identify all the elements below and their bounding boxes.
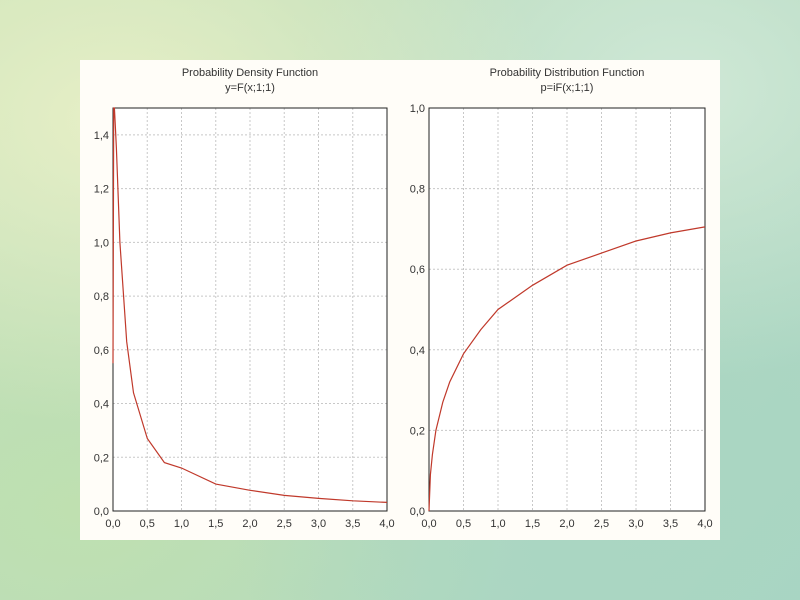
cdf-chart-subtitle: p=iF(x;1;1) [541, 82, 594, 94]
pdf-y-tick-label: 1,2 [94, 184, 109, 196]
cdf-y-tick-label: 0,0 [410, 506, 425, 518]
pdf-x-tick-label: 3,5 [345, 518, 360, 530]
charts-svg: Probability Density Function y=F(x;1;1) … [94, 67, 713, 530]
cdf-x-tick-label: 0,5 [456, 518, 471, 530]
pdf-y-tick-label: 0,8 [94, 291, 109, 303]
pdf-x-tick-label: 3,0 [311, 518, 326, 530]
pdf-x-tick-label: 0,0 [105, 518, 120, 530]
cdf-x-tick-label: 1,0 [490, 518, 505, 530]
cdf-y-tick-label: 0,4 [410, 345, 425, 357]
cdf-y-tick-label: 1,0 [410, 103, 425, 115]
cdf-series-line [428, 226, 706, 512]
cdf-y-tick-label: 0,6 [410, 264, 425, 276]
pdf-y-tick-label: 1,4 [94, 130, 109, 142]
pdf-x-tick-label: 0,5 [140, 518, 155, 530]
pdf-x-tick-label: 2,5 [277, 518, 292, 530]
pdf-series-line [112, 107, 388, 503]
cdf-y-tick-label: 0,2 [410, 425, 425, 437]
pdf-y-tick-label: 0,6 [94, 345, 109, 357]
chart-panel: Probability Density Function y=F(x;1;1) … [80, 60, 720, 540]
cdf-chart: Probability Distribution Function p=iF(x… [410, 67, 713, 530]
cdf-y-tick-label: 0,8 [410, 184, 425, 196]
pdf-y-tick-label: 0,2 [94, 452, 109, 464]
cdf-x-tick-label: 3,5 [663, 518, 678, 530]
cdf-x-tick-label: 1,5 [525, 518, 540, 530]
pdf-x-tick-label: 2,0 [242, 518, 257, 530]
pdf-chart-title: Probability Density Function [182, 67, 318, 79]
cdf-chart-title: Probability Distribution Function [490, 67, 645, 79]
cdf-x-tick-label: 4,0 [697, 518, 712, 530]
cdf-x-tick-label: 2,0 [559, 518, 574, 530]
cdf-x-tick-label: 0,0 [421, 518, 436, 530]
cdf-plot-border [428, 107, 706, 512]
cdf-x-tick-label: 2,5 [594, 518, 609, 530]
pdf-x-tick-label: 1,0 [174, 518, 189, 530]
pdf-y-tick-label: 1,0 [94, 237, 109, 249]
pdf-chart: Probability Density Function y=F(x;1;1) … [94, 67, 395, 530]
pdf-x-tick-label: 1,5 [208, 518, 223, 530]
cdf-x-tick-label: 3,0 [628, 518, 643, 530]
pdf-chart-subtitle: y=F(x;1;1) [225, 82, 275, 94]
pdf-y-tick-label: 0,4 [94, 399, 109, 411]
pdf-x-tick-label: 4,0 [379, 518, 394, 530]
pdf-y-tick-label: 0,0 [94, 506, 109, 518]
